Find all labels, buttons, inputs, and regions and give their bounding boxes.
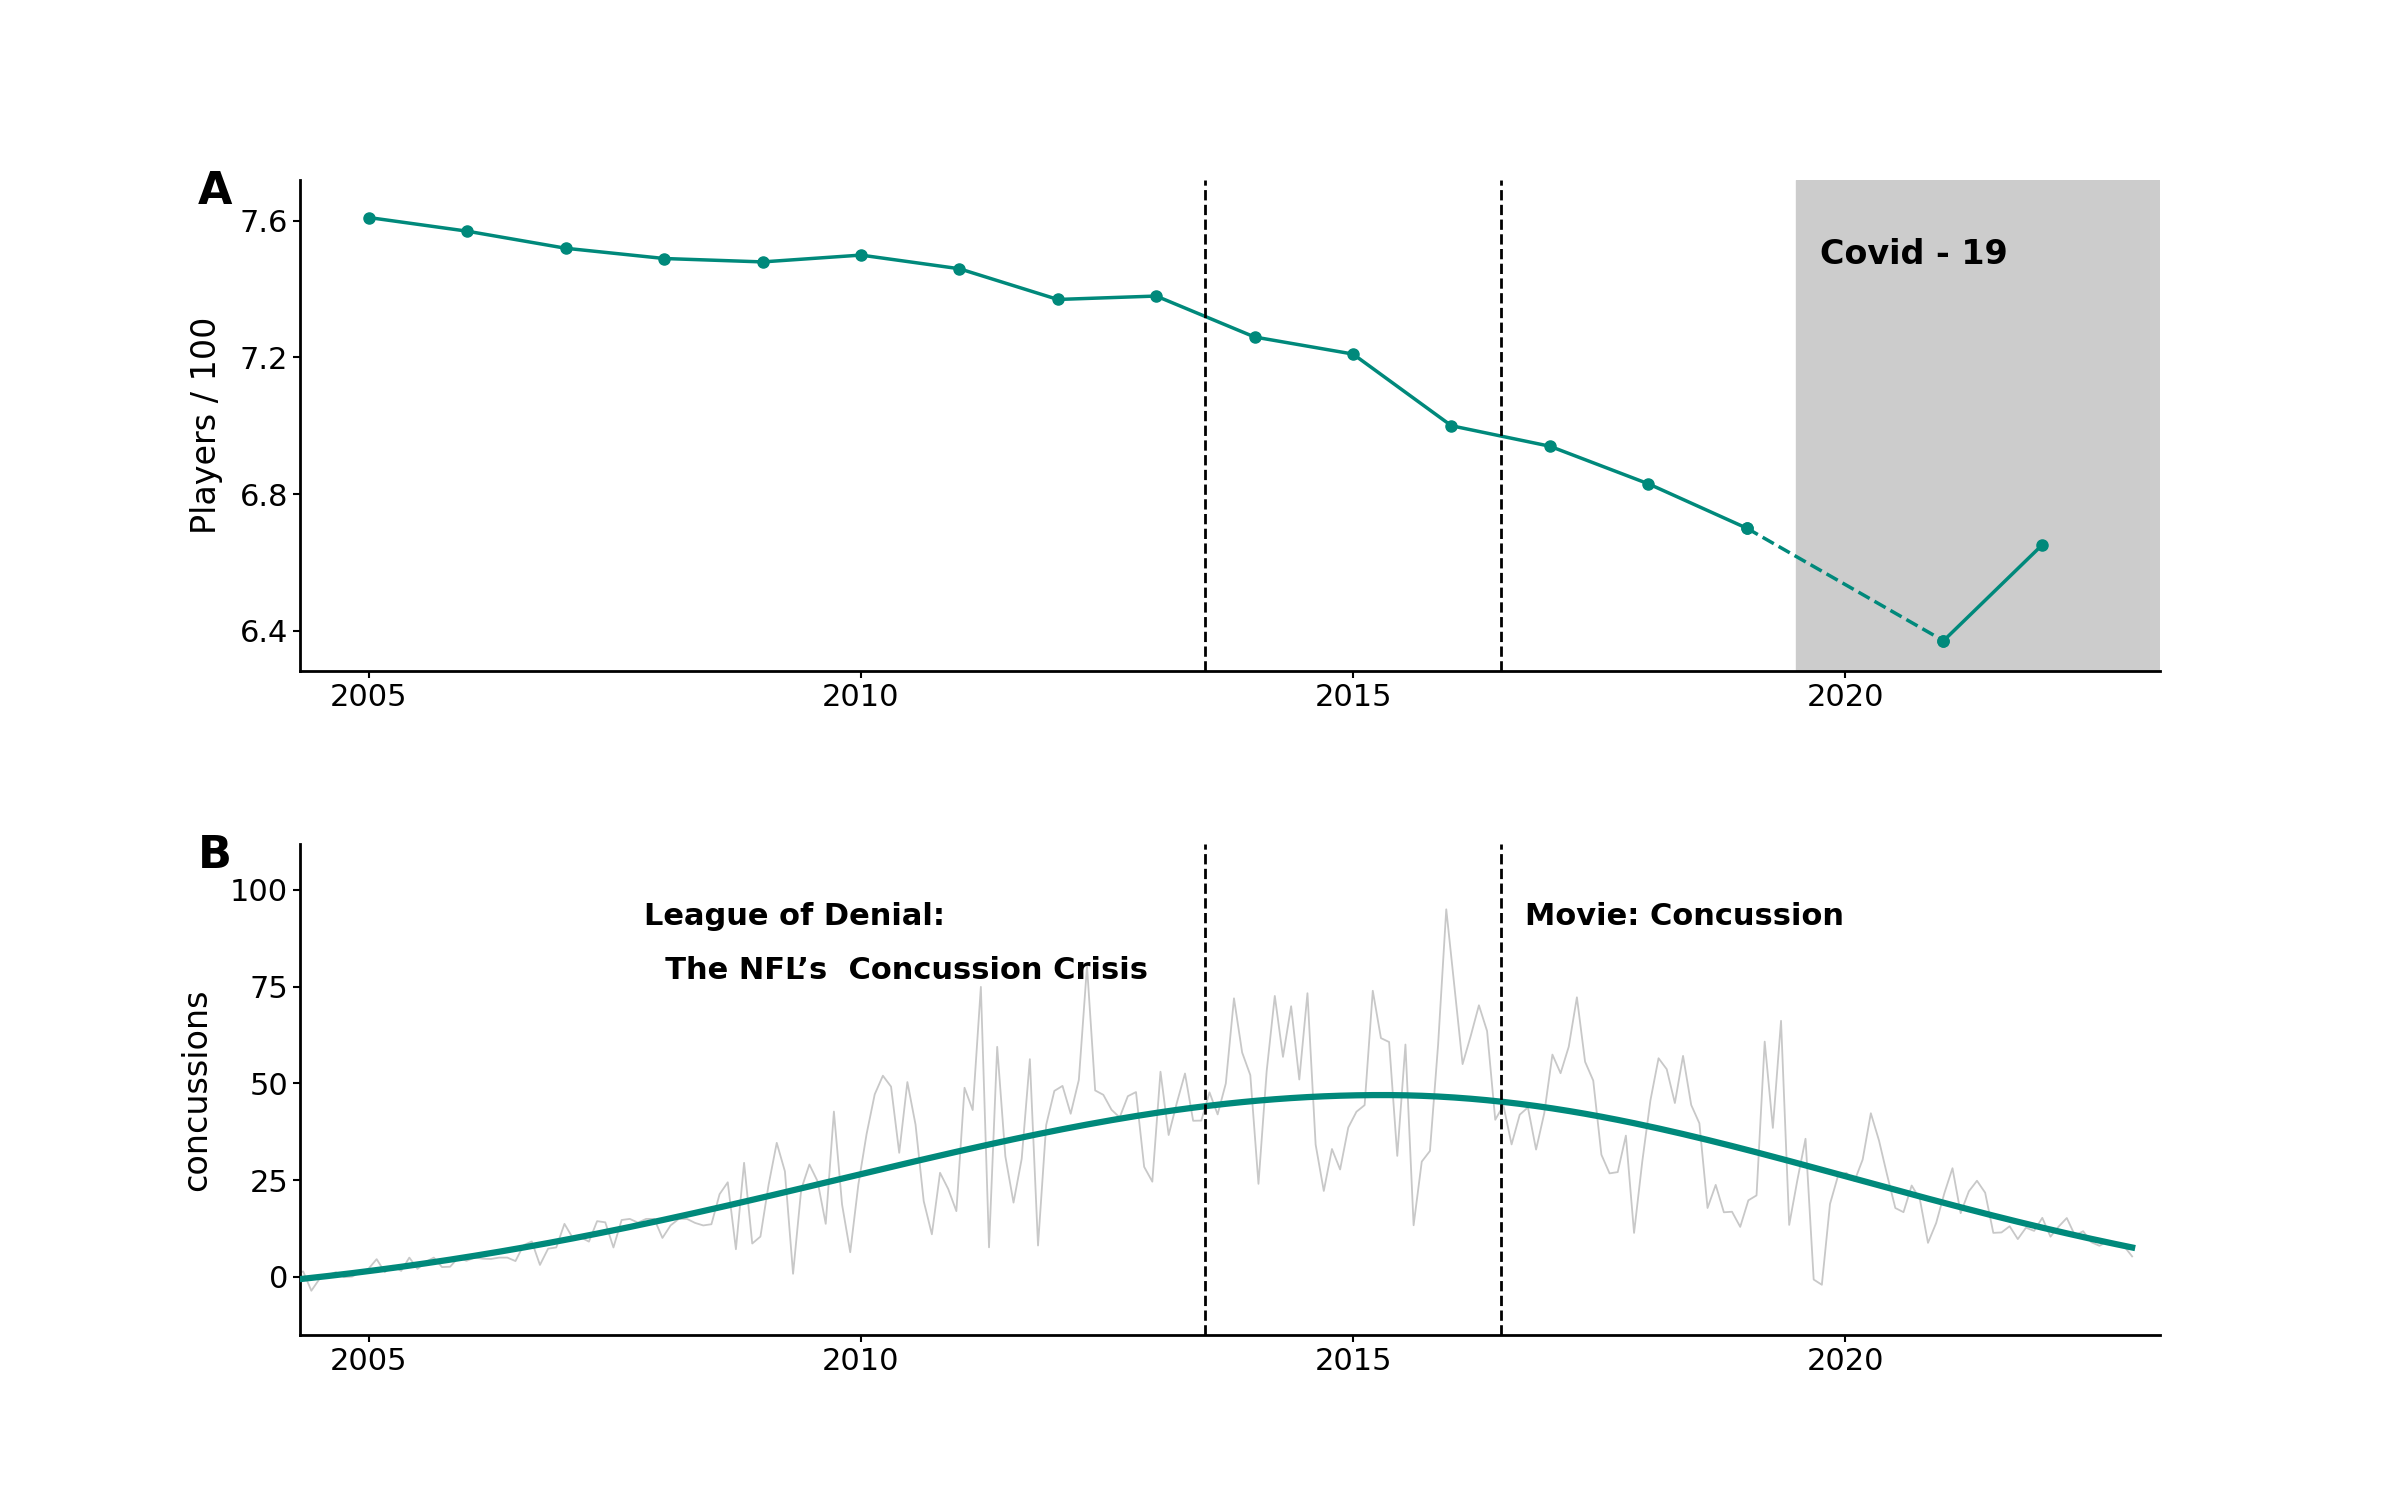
Text: League of Denial:: League of Denial:	[646, 902, 946, 930]
Text: Movie: Concussion: Movie: Concussion	[1526, 902, 1843, 930]
Text: The NFL’s  Concussion Crisis: The NFL’s Concussion Crisis	[646, 956, 1150, 984]
Text: B: B	[197, 834, 233, 876]
Y-axis label: concussions: concussions	[180, 988, 214, 1191]
Text: A: A	[197, 170, 233, 213]
Y-axis label: Players / 100: Players / 100	[190, 316, 223, 534]
Bar	[1795, 180, 2160, 672]
Text: Covid - 19: Covid - 19	[1822, 238, 2009, 272]
